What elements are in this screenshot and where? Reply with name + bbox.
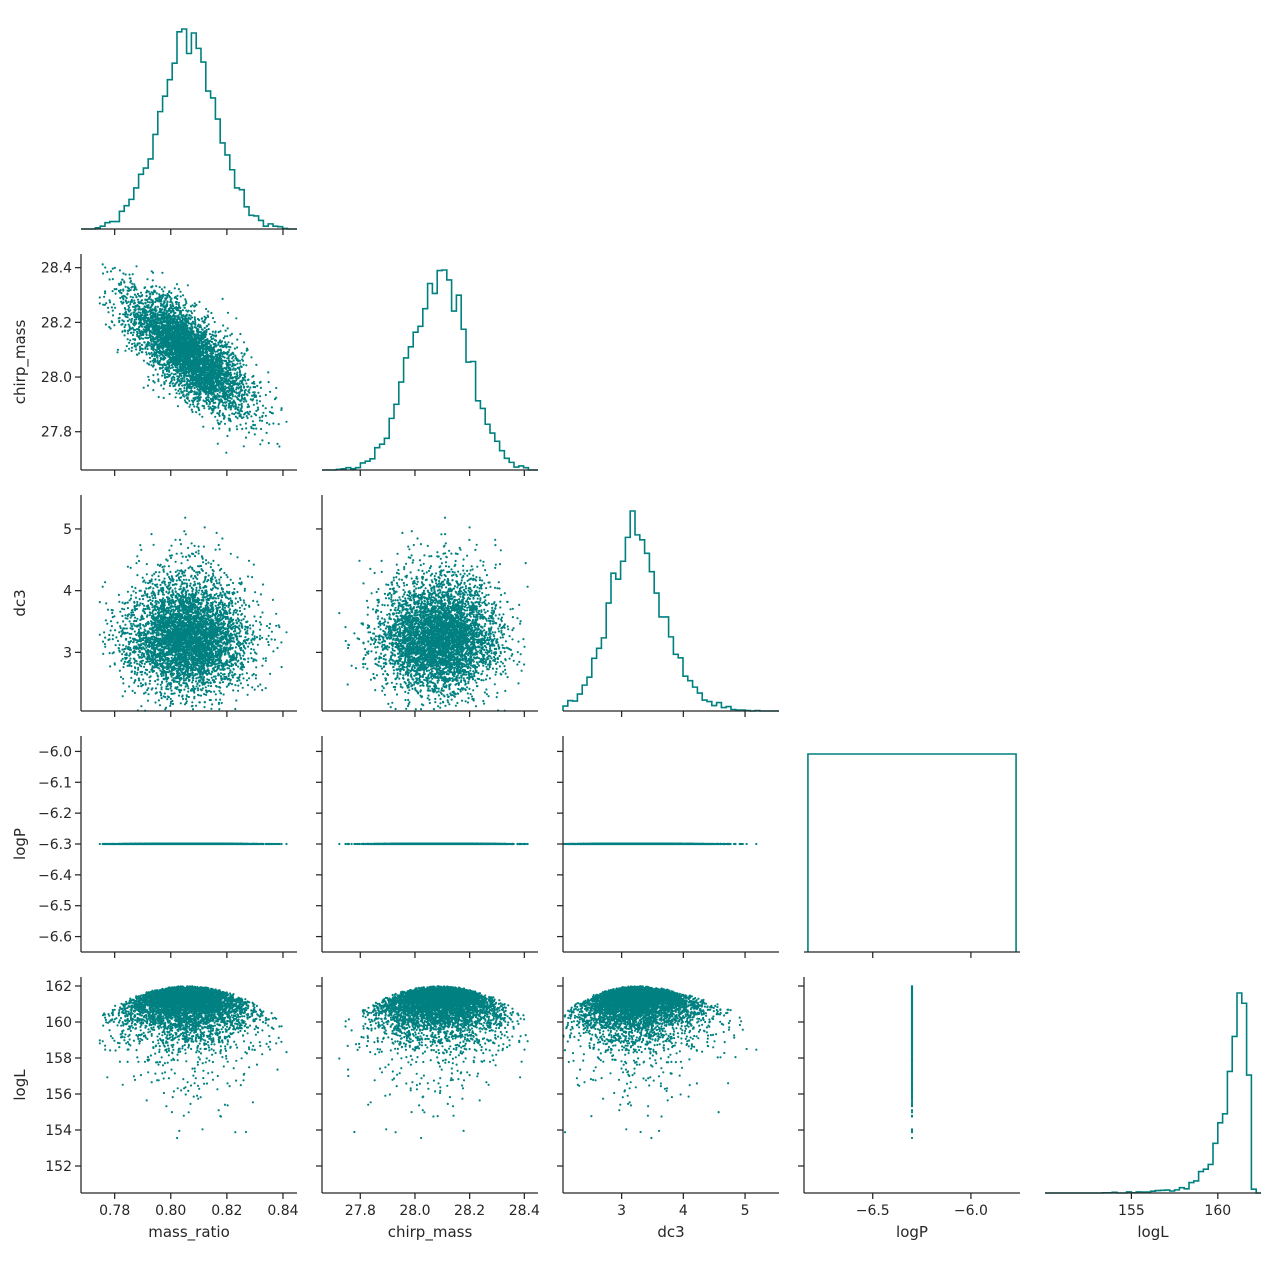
xtick-label-dc3: 5 xyxy=(741,1203,750,1219)
ytick-label-logP: −6.2 xyxy=(38,806,72,822)
scatter-points-logL-vs-mass_ratio xyxy=(98,985,288,1140)
xlabel-dc3: dc3 xyxy=(657,1223,684,1241)
xtick-label-chirp_mass: 28.4 xyxy=(509,1203,540,1219)
ytick-label-logL: 158 xyxy=(45,1051,72,1067)
ylabel-logP: logP xyxy=(11,828,29,860)
panel-logP-vs-dc3 xyxy=(557,736,779,958)
scatter-points-dc3-vs-mass_ratio xyxy=(98,516,288,712)
ytick-label-chirp_mass: 28.0 xyxy=(41,370,72,386)
histogram-mass_ratio xyxy=(81,28,297,230)
panel-chirp_mass-vs-mass_ratio: 27.8 28.0 28.2 28.4 chirp_mass xyxy=(11,254,297,476)
ytick-label-logL: 160 xyxy=(45,1015,72,1031)
panel-logL-vs-mass_ratio: 152 154 156 158 160 162 logL 0.78 0.80 0.82 0.84 ma… xyxy=(11,977,299,1242)
scatter-points-chirp_mass-vs-mass_ratio xyxy=(98,263,288,454)
xlabel-logL: logL xyxy=(1137,1223,1169,1241)
ytick-label-logP: −6.1 xyxy=(38,775,72,791)
panel-chirp_mass-vs-chirp_mass xyxy=(322,269,538,476)
histogram-dc3 xyxy=(562,510,779,712)
xtick-label-mass_ratio: 0.80 xyxy=(155,1203,186,1219)
ytick-label-dc3: 5 xyxy=(63,522,72,538)
ytick-label-logP: −6.5 xyxy=(38,899,72,915)
xtick-label-chirp_mass: 27.8 xyxy=(345,1203,376,1219)
xtick-label-chirp_mass: 28.0 xyxy=(399,1203,430,1219)
xtick-label-logP: −6.0 xyxy=(954,1203,988,1219)
ytick-label-dc3: 3 xyxy=(63,645,72,661)
panel-logP-vs-chirp_mass xyxy=(316,736,538,958)
ytick-label-chirp_mass: 28.4 xyxy=(41,261,72,277)
histogram-logL xyxy=(1045,992,1261,1194)
ylabel-logL: logL xyxy=(11,1069,29,1101)
ytick-label-logP: −6.0 xyxy=(38,744,72,760)
ylabel-chirp_mass: chirp_mass xyxy=(11,320,30,405)
ytick-label-logL: 154 xyxy=(45,1123,72,1139)
xtick-label-logP: −6.5 xyxy=(856,1203,890,1219)
panel-dc3-vs-mass_ratio: 3 4 5 dc3 xyxy=(11,495,297,717)
panel-logL-vs-logP: −6.5 −6.0 logP xyxy=(798,977,1020,1241)
histogram-logP xyxy=(807,753,1017,952)
xlabel-mass_ratio: mass_ratio xyxy=(148,1223,230,1242)
ytick-label-logP: −6.3 xyxy=(38,837,72,853)
xlabel-logP: logP xyxy=(896,1223,928,1241)
xtick-label-mass_ratio: 0.84 xyxy=(267,1203,298,1219)
ylabel-dc3: dc3 xyxy=(11,589,29,616)
ytick-label-logL: 156 xyxy=(45,1087,72,1103)
ytick-label-logL: 152 xyxy=(45,1159,72,1175)
xtick-label-dc3: 4 xyxy=(679,1203,688,1219)
xtick-label-mass_ratio: 0.78 xyxy=(99,1203,130,1219)
panel-dc3-vs-chirp_mass xyxy=(316,495,538,717)
panel-logP-vs-mass_ratio: −6.6 −6.5 −6.4 −6.3 −6.2 −6.1 −6.0 logP xyxy=(11,736,297,958)
ytick-label-logL: 162 xyxy=(45,979,72,995)
xtick-label-logL: 155 xyxy=(1118,1203,1145,1219)
ytick-label-dc3: 4 xyxy=(63,584,72,600)
ytick-label-chirp_mass: 28.2 xyxy=(41,315,72,331)
xtick-label-dc3: 3 xyxy=(617,1203,626,1219)
scatter-points-logL-vs-chirp_mass xyxy=(338,985,529,1140)
ytick-label-logP: −6.6 xyxy=(38,930,72,946)
xtick-label-chirp_mass: 28.2 xyxy=(454,1203,485,1219)
histogram-chirp_mass xyxy=(322,269,538,471)
ytick-label-logP: −6.4 xyxy=(38,868,72,884)
scatter-points-logL-vs-dc3 xyxy=(562,985,758,1140)
panel-logL-vs-dc3: 3 4 5 dc3 xyxy=(557,977,779,1241)
panel-mass_ratio-vs-mass_ratio xyxy=(81,28,297,235)
ytick-label-chirp_mass: 27.8 xyxy=(41,425,72,441)
panel-logL-vs-logL: 155 160 logL xyxy=(1045,992,1261,1241)
xlabel-chirp_mass: chirp_mass xyxy=(388,1223,473,1242)
panel-logP-vs-logP xyxy=(804,753,1020,958)
panel-logL-vs-chirp_mass: 27.8 28.0 28.2 28.4 chirp_mass xyxy=(316,977,540,1242)
panel-dc3-vs-dc3 xyxy=(562,510,779,717)
scatter-points-dc3-vs-chirp_mass xyxy=(338,516,529,712)
xtick-label-logL: 160 xyxy=(1204,1203,1231,1219)
xtick-label-mass_ratio: 0.82 xyxy=(211,1203,242,1219)
